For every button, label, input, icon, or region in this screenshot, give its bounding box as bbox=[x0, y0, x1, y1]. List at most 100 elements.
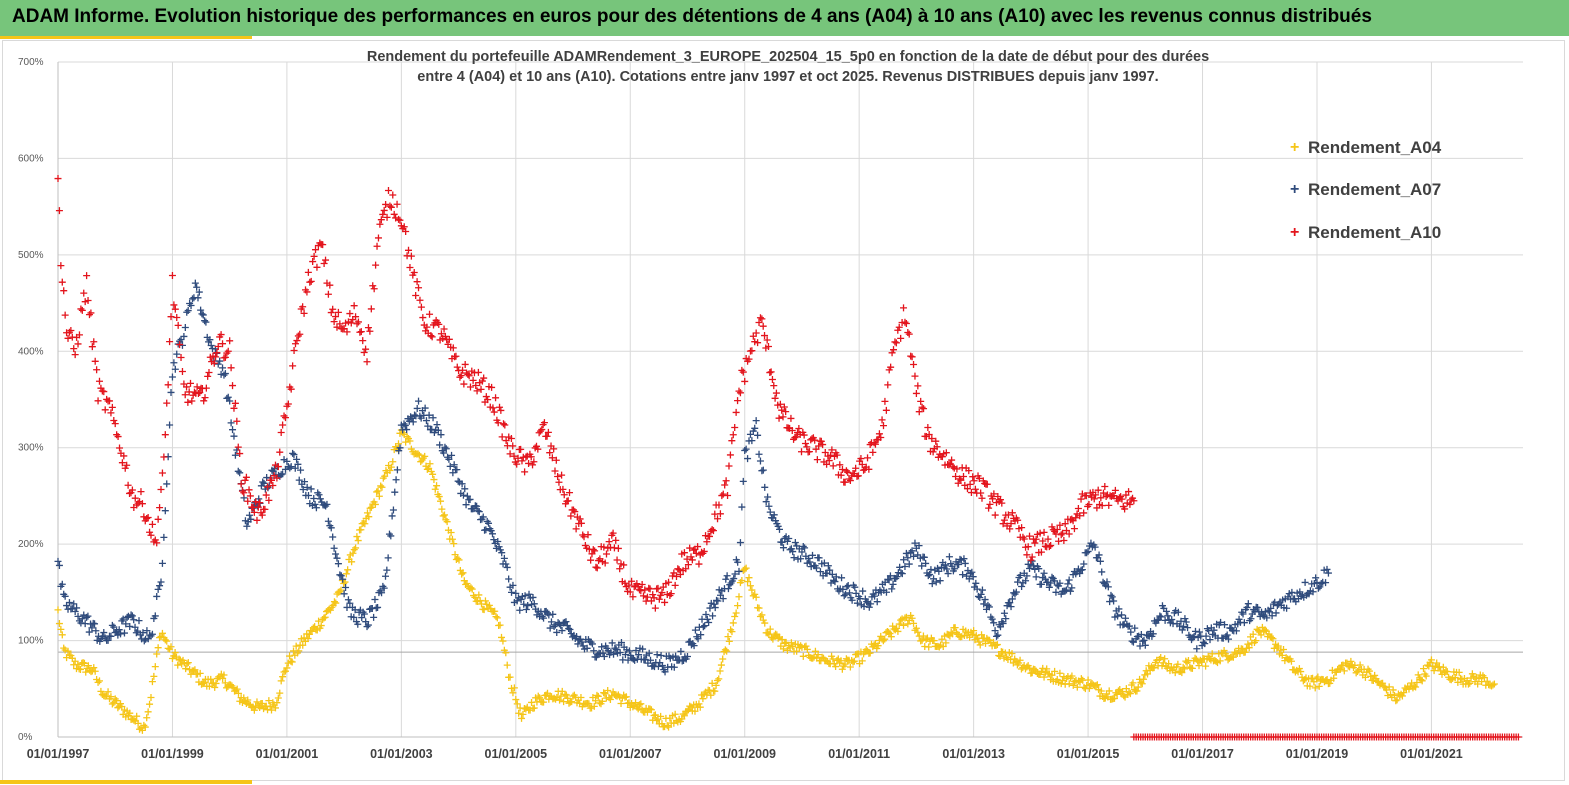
data-point-a10 bbox=[671, 581, 679, 589]
data-point-a10 bbox=[914, 382, 922, 390]
data-point-a10 bbox=[1032, 535, 1040, 543]
data-point-a04 bbox=[175, 655, 183, 663]
data-point-a04 bbox=[1297, 668, 1305, 676]
data-point-a10 bbox=[1118, 495, 1126, 503]
data-point-a07 bbox=[959, 571, 967, 579]
data-point-a10 bbox=[269, 482, 277, 490]
data-point-a07 bbox=[691, 626, 699, 634]
data-point-a07 bbox=[151, 612, 159, 620]
data-point-a04 bbox=[256, 703, 264, 711]
data-point-a10 bbox=[772, 389, 780, 397]
legend-item-a10[interactable]: + Rendement_A10 bbox=[1290, 223, 1441, 242]
data-point-a10 bbox=[924, 424, 932, 432]
data-point-a07 bbox=[908, 547, 916, 555]
data-point-a10 bbox=[1052, 530, 1060, 538]
data-point-a10 bbox=[734, 397, 742, 405]
data-point-a04 bbox=[918, 636, 926, 644]
data-point-a07 bbox=[798, 548, 806, 556]
data-point-a07 bbox=[1235, 615, 1243, 623]
data-point-a10 bbox=[336, 320, 344, 328]
data-point-a04 bbox=[728, 628, 736, 636]
legend-item-a07[interactable]: + Rendement_A07 bbox=[1290, 180, 1441, 199]
data-point-a07 bbox=[324, 517, 332, 525]
data-point-a10 bbox=[287, 385, 295, 393]
data-point-a10 bbox=[157, 485, 165, 493]
data-point-a07 bbox=[333, 554, 341, 562]
data-point-a10 bbox=[566, 489, 574, 497]
data-point-a07 bbox=[73, 604, 81, 612]
data-point-a07 bbox=[785, 535, 793, 543]
data-point-a10 bbox=[294, 332, 302, 340]
data-point-a04 bbox=[493, 614, 501, 622]
data-point-a10 bbox=[329, 305, 337, 313]
data-point-a04 bbox=[1422, 672, 1430, 680]
data-point-a10 bbox=[464, 370, 472, 378]
data-point-a07 bbox=[654, 662, 662, 670]
data-point-a10 bbox=[857, 455, 865, 463]
data-point-a04 bbox=[594, 692, 602, 700]
data-point-a04 bbox=[1092, 682, 1100, 690]
data-point-a04 bbox=[925, 643, 933, 651]
data-point-a07 bbox=[74, 612, 82, 620]
data-point-a07 bbox=[502, 560, 510, 568]
data-point-a04 bbox=[922, 635, 930, 643]
data-point-a07 bbox=[327, 524, 335, 532]
data-point-a10 bbox=[1031, 539, 1039, 547]
data-point-a10 bbox=[78, 306, 86, 314]
data-point-a07 bbox=[902, 549, 910, 557]
data-point-a04 bbox=[196, 669, 204, 677]
data-point-a10 bbox=[480, 374, 488, 382]
data-point-a04 bbox=[634, 705, 642, 713]
data-point-a10 bbox=[498, 433, 506, 441]
chart-title-line-2: entre 4 (A04) et 10 ans (A10). Cotations… bbox=[417, 69, 1158, 85]
data-point-a07 bbox=[297, 466, 305, 474]
data-point-a04 bbox=[352, 544, 360, 552]
data-point-a04 bbox=[502, 649, 510, 657]
data-point-a04 bbox=[315, 617, 323, 625]
data-point-a10 bbox=[121, 464, 129, 472]
data-point-a07 bbox=[134, 627, 142, 635]
data-point-a07 bbox=[805, 554, 813, 562]
legend-item-a04[interactable]: + Rendement_A04 bbox=[1290, 138, 1442, 157]
data-point-a07 bbox=[907, 548, 915, 556]
data-point-a10 bbox=[452, 352, 460, 360]
data-point-a07 bbox=[1322, 579, 1330, 587]
data-point-a10 bbox=[224, 347, 232, 355]
data-point-a04 bbox=[492, 613, 500, 621]
data-point-a10 bbox=[929, 448, 937, 456]
data-point-a04 bbox=[1105, 687, 1113, 695]
data-point-a07 bbox=[1107, 591, 1115, 599]
data-point-a07 bbox=[117, 630, 125, 638]
data-point-a04 bbox=[1418, 677, 1426, 685]
data-point-a07 bbox=[910, 552, 918, 560]
data-point-a04 bbox=[1179, 663, 1187, 671]
data-point-a07 bbox=[635, 651, 643, 659]
data-point-a10 bbox=[1101, 482, 1109, 490]
data-point-a10 bbox=[675, 566, 683, 574]
data-point-a10 bbox=[815, 442, 823, 450]
data-point-a07 bbox=[360, 610, 368, 618]
data-point-a07 bbox=[922, 559, 930, 567]
data-point-a04 bbox=[976, 641, 984, 649]
data-point-a07 bbox=[393, 466, 401, 474]
data-point-a07 bbox=[1064, 580, 1072, 588]
data-point-a04 bbox=[769, 635, 777, 643]
data-point-a07 bbox=[994, 631, 1002, 639]
data-point-a04 bbox=[394, 440, 402, 448]
data-point-a04 bbox=[874, 642, 882, 650]
data-point-a07 bbox=[926, 571, 934, 579]
data-point-a10 bbox=[440, 325, 448, 333]
data-point-a10 bbox=[715, 501, 723, 509]
data-point-a10 bbox=[379, 210, 387, 218]
data-point-a07 bbox=[918, 562, 926, 570]
data-point-a10 bbox=[969, 473, 977, 481]
data-point-a07 bbox=[1000, 609, 1008, 617]
data-point-a10 bbox=[178, 367, 186, 375]
data-point-a07 bbox=[1162, 607, 1170, 615]
data-point-a10 bbox=[1085, 501, 1093, 509]
data-point-a10 bbox=[827, 451, 835, 459]
data-point-a10 bbox=[284, 400, 292, 408]
data-point-a04 bbox=[295, 647, 303, 655]
data-point-a04 bbox=[713, 676, 721, 684]
data-point-a04 bbox=[912, 624, 920, 632]
